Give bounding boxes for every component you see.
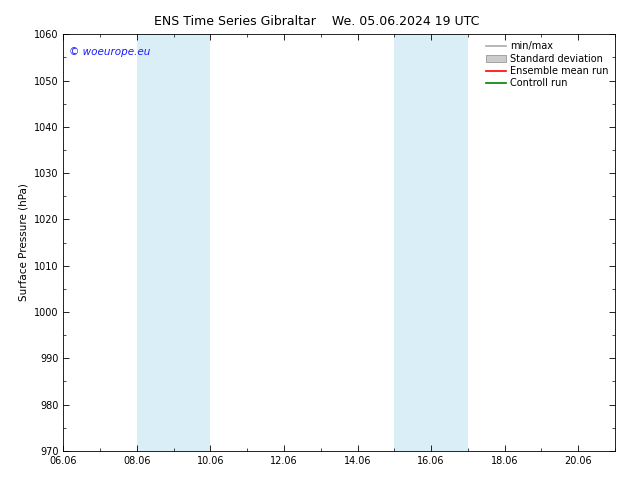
Legend: min/max, Standard deviation, Ensemble mean run, Controll run: min/max, Standard deviation, Ensemble me… [484, 39, 610, 90]
Y-axis label: Surface Pressure (hPa): Surface Pressure (hPa) [18, 184, 29, 301]
Text: ENS Time Series Gibraltar    We. 05.06.2024 19 UTC: ENS Time Series Gibraltar We. 05.06.2024… [154, 15, 480, 28]
Bar [137, 34, 210, 451]
Bar [394, 34, 468, 451]
Text: © woeurope.eu: © woeurope.eu [69, 47, 150, 57]
